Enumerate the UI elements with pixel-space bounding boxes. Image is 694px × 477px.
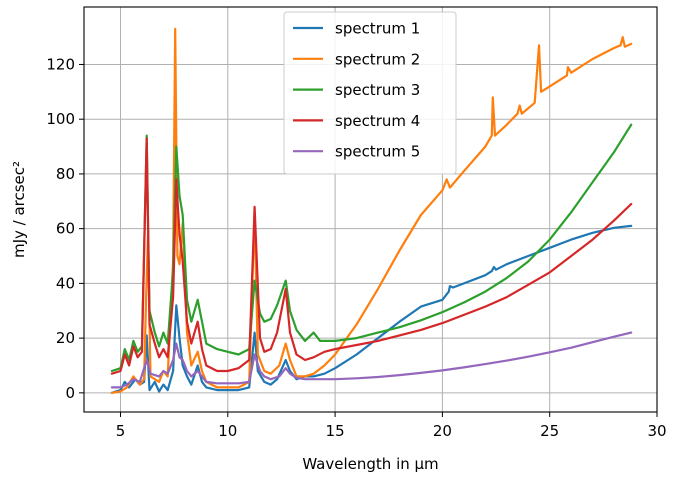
- legend-label-2: spectrum 2: [335, 50, 420, 68]
- series-layer: [110, 27, 633, 394]
- x-tick-label: 25: [540, 422, 559, 440]
- x-tick-label: 20: [433, 422, 452, 440]
- x-tick-label: 15: [326, 422, 345, 440]
- y-tick-label: 100: [46, 110, 75, 128]
- series-line-4: [110, 137, 633, 375]
- y-tick-label: 80: [56, 165, 75, 183]
- y-tick-label: 20: [56, 329, 75, 347]
- x-axis-label: Wavelength in µm: [302, 455, 438, 473]
- plot-frame: [83, 6, 658, 413]
- x-axis: 5 10 15 20 25 30: [116, 412, 667, 440]
- x-tick-label: 10: [218, 422, 237, 440]
- legend-label-3: spectrum 3: [335, 81, 420, 99]
- legend-label-1: spectrum 1: [335, 20, 420, 38]
- legend-label-4: spectrum 4: [335, 112, 420, 130]
- x-tick-label: 30: [647, 422, 666, 440]
- y-tick-label: 120: [46, 55, 75, 73]
- series-line-5: [110, 331, 633, 389]
- legend: spectrum 1 spectrum 2 spectrum 3 spectrum 4…: [283, 11, 457, 175]
- y-axis-label: mJy / arcsec²: [10, 161, 28, 258]
- legend-box: [283, 11, 457, 175]
- series-line-2: [110, 27, 633, 394]
- x-tick-label: 5: [116, 422, 126, 440]
- series-line-3: [110, 123, 633, 373]
- series-line-1: [110, 224, 633, 394]
- legend-label-5: spectrum 5: [335, 143, 420, 161]
- y-tick-label: 0: [65, 384, 75, 402]
- y-axis: 0 20 40 60 80 100 120: [46, 55, 84, 402]
- y-tick-label: 60: [56, 220, 75, 238]
- y-tick-label: 40: [56, 274, 75, 292]
